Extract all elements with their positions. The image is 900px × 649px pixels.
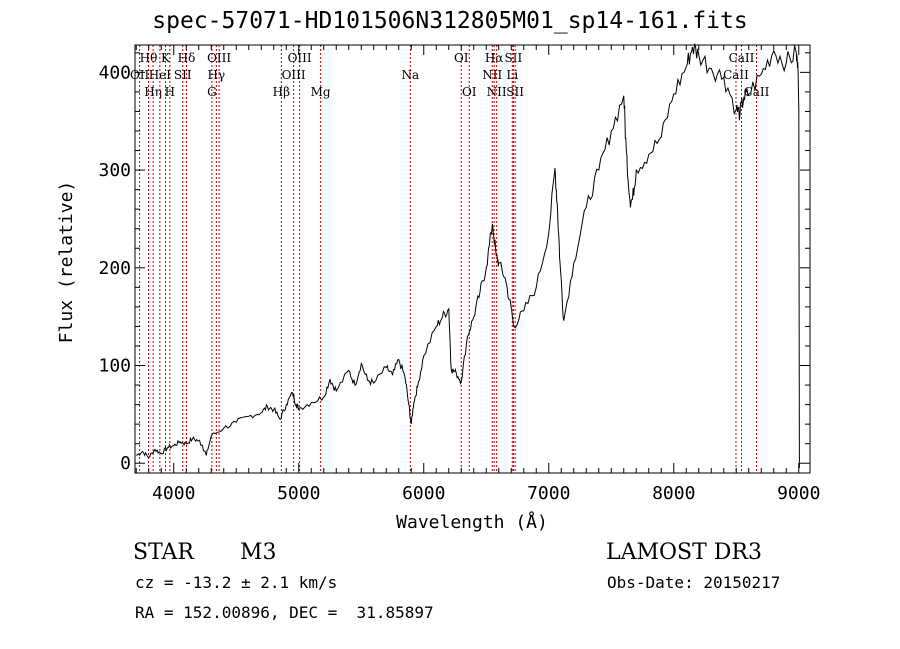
y-tick-label: 200 [98,258,131,279]
line-marker-label: Hη [144,85,162,99]
x-tick-label: 8000 [652,483,695,504]
survey-name: LAMOST DR3 [606,540,762,565]
line-marker-label: CaII [744,85,770,99]
line-marker-label: K [161,51,171,65]
line-marker-label: H [165,85,175,99]
line-marker-label: NII [482,68,502,82]
line-marker-label: SII [174,68,192,82]
line-marker-label: SII [505,51,523,65]
spectrum-line [136,43,800,469]
line-marker-label: G [207,85,217,99]
line-marker-label: Hθ [140,51,158,65]
obs-date: Obs-Date: 20150217 [607,573,781,592]
line-marker-label: SII [506,85,524,99]
line-marker-label: HeI [149,68,172,82]
plot-frame [134,44,811,474]
x-tick-label: 7000 [527,483,570,504]
x-tick-label: 6000 [402,483,445,504]
x-axis-label: Wavelength (Å) [396,511,548,533]
line-marker-label: OIII [288,51,312,65]
line-marker-label: Li [506,68,518,82]
y-axis-label: Flux (relative) [56,181,77,344]
line-marker-label: Mg [311,85,331,99]
x-tick-label: 9000 [777,483,820,504]
chart-title: spec-57071-HD101506N312805M01_sp14-161.f… [152,8,748,34]
line-marker-label: Hα [485,51,504,65]
y-tick-label: 300 [98,160,131,181]
spectrum-plot: OII Hθ Hη HeI K H SII Hδ G Hγ OIII Hβ OIII OIII Mg Na OI… [56,43,820,533]
x-tick-label: 4000 [152,483,195,504]
object-class: STAR [133,540,194,565]
line-marker-label: NII [487,85,507,99]
line-marker-label: Hδ [178,51,196,65]
x-tick-label: 5000 [277,483,320,504]
line-marker-label: Na [402,68,420,82]
line-marker-label: OII [130,68,150,82]
ra-dec: RA = 152.00896, DEC = 31.85897 [135,603,434,622]
line-marker-label: OI [454,51,469,65]
line-marker-label: Hγ [208,68,226,82]
line-marker-label: OIII [282,68,306,82]
line-marker-label: OIII [207,51,231,65]
redshift-cz: cz = -13.2 ± 2.1 km/s [135,573,338,592]
y-tick-label: 400 [98,62,131,83]
y-tick-label: 0 [120,453,131,474]
line-marker-label: CaII [729,51,755,65]
object-subclass: M3 [240,540,277,565]
line-marker-label: Hβ [273,85,290,99]
y-tick-label: 100 [98,356,131,377]
line-marker-label: OI [462,85,477,99]
line-marker-label: CaII [723,68,749,82]
